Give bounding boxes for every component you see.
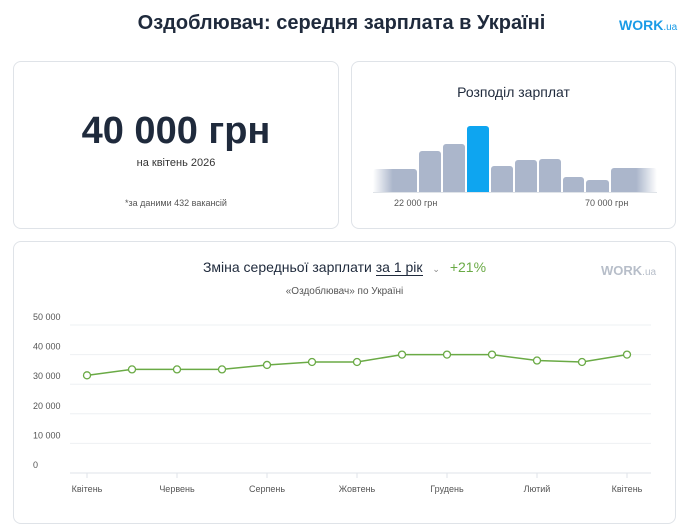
work-ua-logo[interactable]: WORK.ua [619,17,678,33]
histogram-bar [539,159,561,192]
x-tick-label: Червень [159,484,195,494]
histogram [373,117,657,193]
y-tick-label: 50 000 [33,312,61,322]
trend-subtitle: «Оздоблювач» по Україні [285,286,404,297]
average-salary: 40 000 грн [81,110,271,152]
vacancy-note: *за даними 432 вакансій [125,198,227,208]
x-tick-label: Квітень [612,484,643,494]
average-salary-card: 40 000 грн на квітень 2026 *за даними 43… [13,61,339,229]
x-tick-label: Серпень [249,484,285,494]
y-tick-label: 30 000 [33,371,61,381]
trend-card: Зміна середньої зарплати за 1 рік ⌄ +21%… [13,241,676,524]
histogram-min-label: 22 000 грн [394,198,438,208]
page-title: Оздоблювач: середня зарплата в Україні [137,12,546,34]
y-tick-label: 20 000 [33,401,61,411]
data-point [172,365,182,374]
work-ua-watermark: WORK.ua [601,263,657,278]
trend-header: Зміна середньої зарплати за 1 рік ⌄ +21% [14,259,675,276]
distribution-card: Розподіл зарплат 22 000 грн 70 000 грн [351,61,676,229]
x-tick-label: Жовтень [339,484,376,494]
data-point [82,371,92,380]
data-point [622,350,632,359]
histogram-max-label: 70 000 грн [585,198,629,208]
histogram-bar [419,151,441,192]
data-point [262,360,272,370]
x-tick-label: Грудень [430,484,464,494]
data-point [217,365,227,374]
histogram-bar-current [467,126,489,192]
y-tick-label: 0 [33,460,38,470]
data-point [397,350,407,359]
x-tick-label: Квітень [72,484,103,494]
histogram-bar [491,166,513,192]
histogram-bar [443,143,465,192]
data-point [532,356,542,365]
histogram-bar [586,180,609,192]
y-tick-label: 40 000 [33,342,61,352]
x-tick-label: Лютий [524,484,551,494]
histogram-bar [611,168,657,192]
data-point [487,350,497,359]
distribution-title: Розподіл зарплат [457,84,570,100]
data-point [577,357,587,367]
trend-title: Зміна середньої зарплати [202,259,372,275]
data-point [307,357,317,367]
salary-period: на квітень 2026 [136,157,216,169]
y-tick-label: 10 000 [33,430,61,440]
data-point [352,357,362,367]
line-chart: 0 10 000 20 000 30 000 40 000 50 000 Квітень Че… [33,312,651,494]
histogram-bar [373,168,417,192]
data-point [127,365,137,374]
period-select[interactable]: за 1 рік [375,259,423,276]
change-percent: +21% [449,259,487,275]
histogram-bar [515,160,537,192]
data-point [442,350,452,359]
chevron-down-icon[interactable]: ⌄ [432,264,440,274]
histogram-bar [563,176,584,192]
